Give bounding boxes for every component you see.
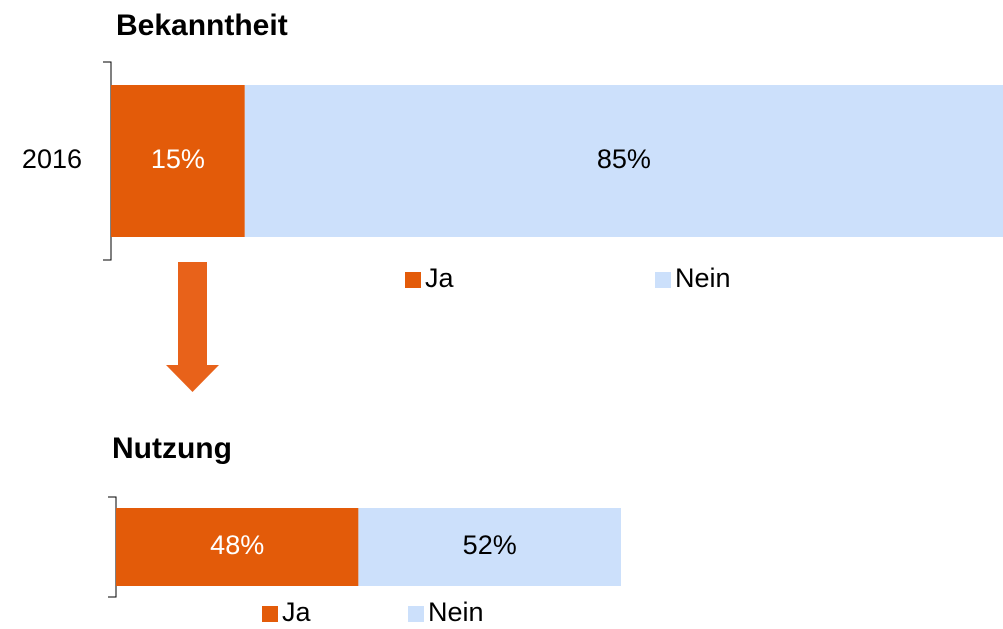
y-axis [103, 61, 112, 261]
bar-segment [111, 85, 245, 237]
bar-segment [244, 85, 1003, 237]
legend-swatch [262, 606, 278, 622]
chart-title: Bekanntheit [116, 9, 288, 42]
legend-swatch [405, 272, 421, 288]
arrow-head [166, 365, 219, 392]
bar-segment [358, 508, 621, 586]
value-label: 85% [597, 144, 651, 174]
y-axis [108, 496, 117, 598]
y-tick-label: 2016 [22, 144, 82, 174]
arrow-shaft [178, 262, 207, 366]
arrow [166, 262, 219, 392]
bar-segment [116, 508, 359, 586]
bar-chart: Nutzung 48% 52% Ja Nein [108, 432, 621, 627]
legend-swatch [655, 272, 671, 288]
legend-label: Ja [425, 263, 455, 293]
value-label: 15% [151, 144, 205, 174]
value-label: 52% [463, 530, 517, 560]
legend-label: Nein [428, 597, 484, 627]
legend-swatch [408, 606, 424, 622]
legend-label: Ja [282, 597, 312, 627]
bar-chart: Bekanntheit 2016 15% 85% Ja Nein [22, 9, 1003, 293]
chart-title: Nutzung [112, 432, 232, 465]
value-label: 48% [210, 530, 264, 560]
legend-label: Nein [675, 263, 731, 293]
